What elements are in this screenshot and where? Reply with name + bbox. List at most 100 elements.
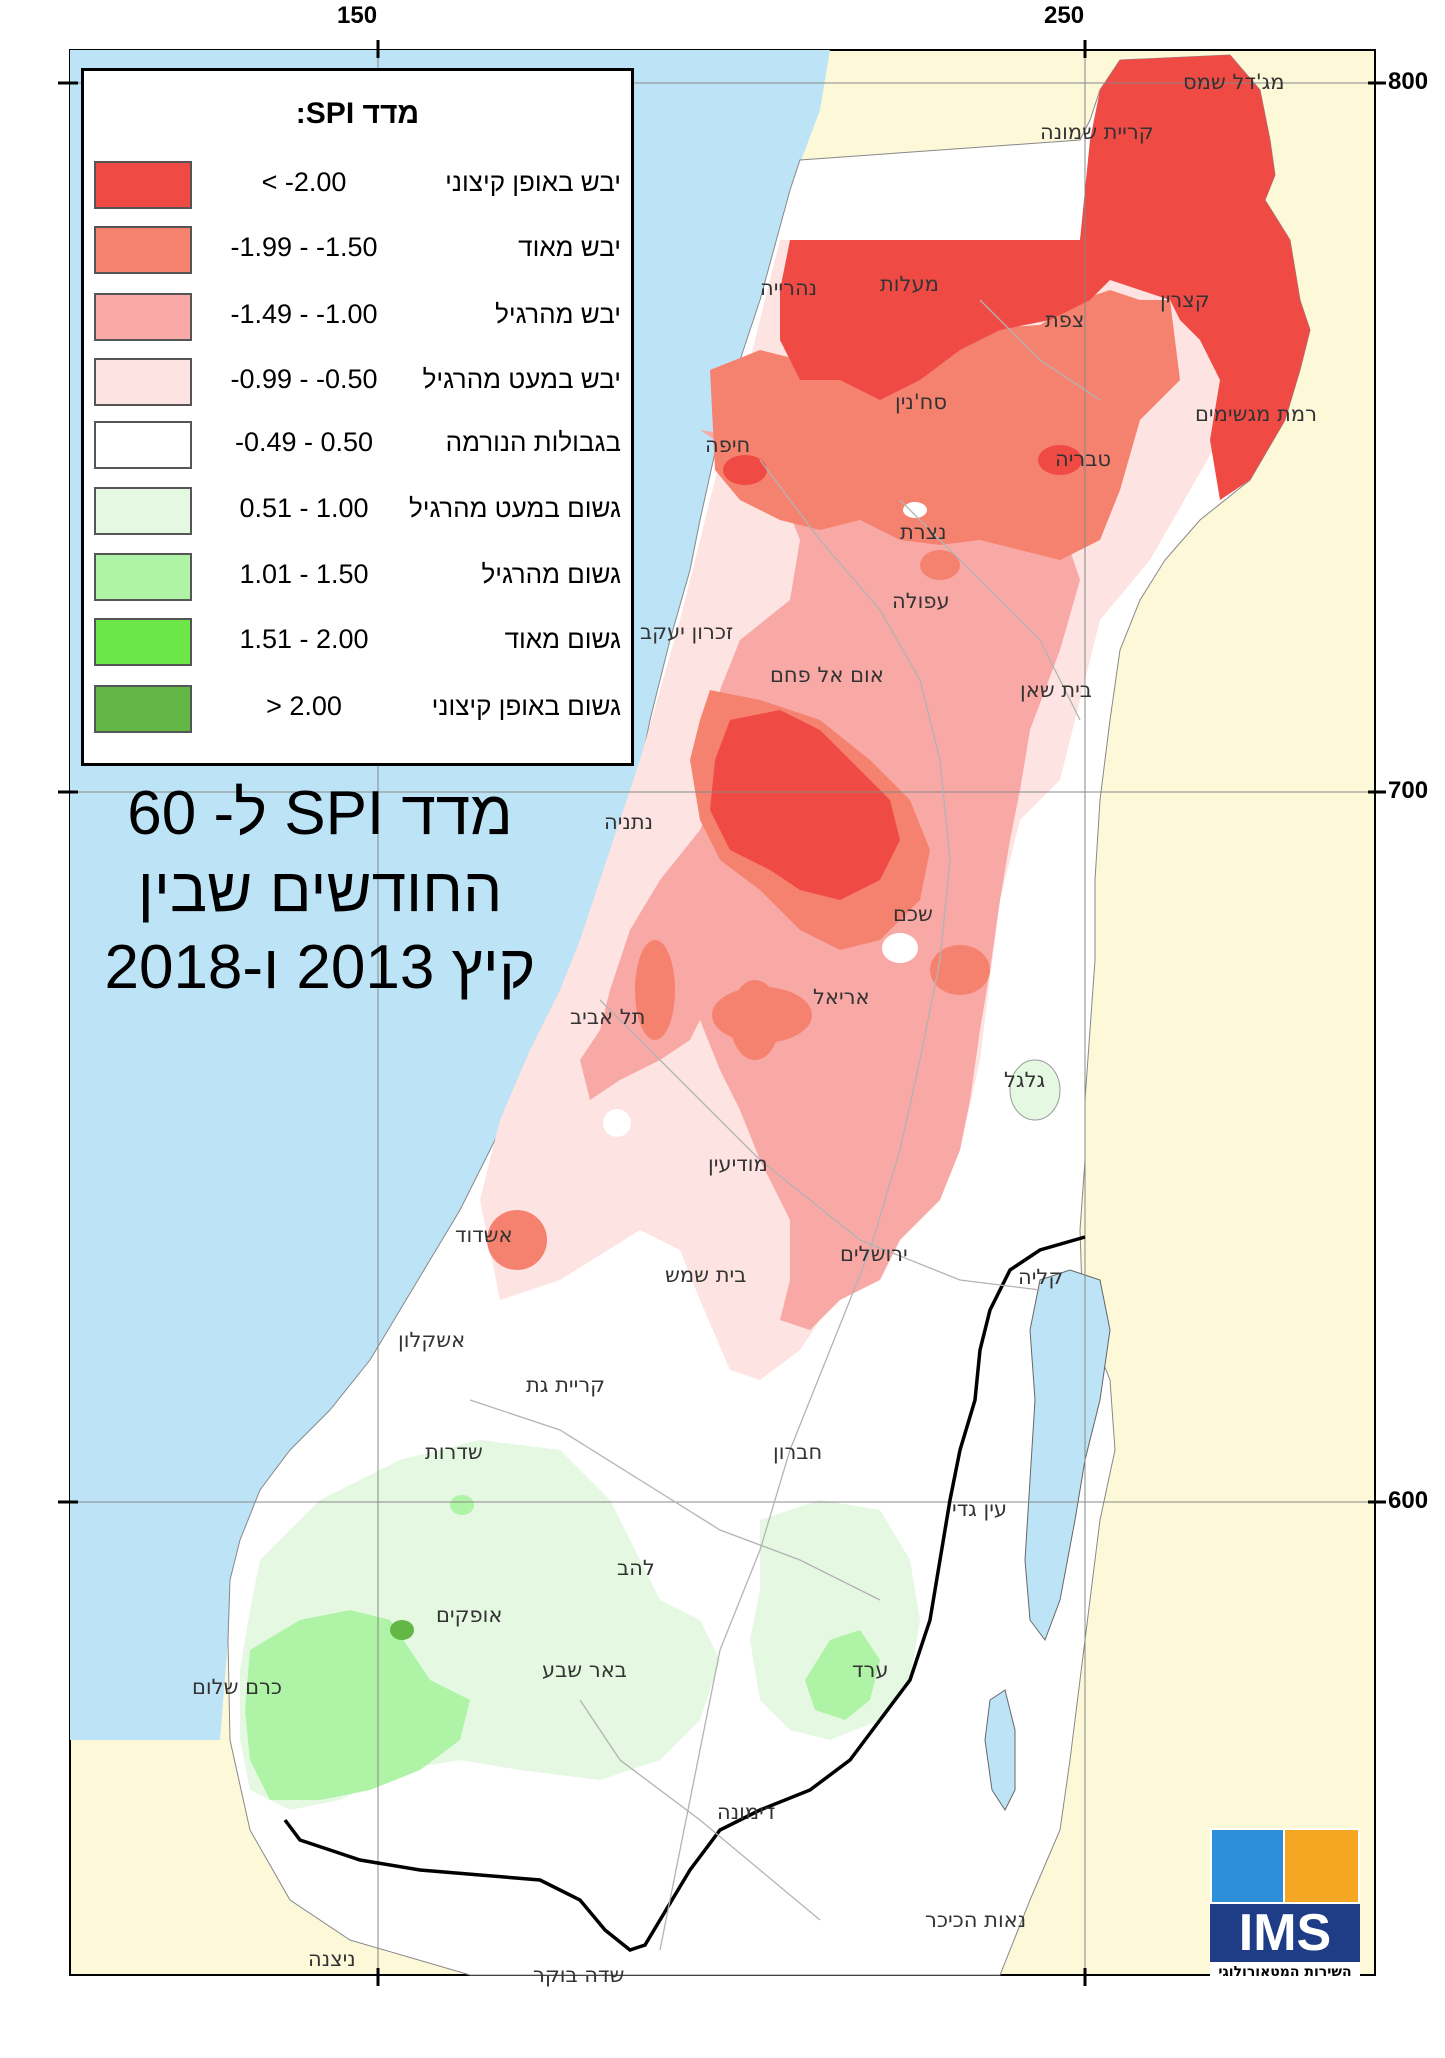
city-afula: עפולה: [892, 589, 950, 613]
legend-swatch: [94, 293, 192, 341]
dead-sea-south: [984, 1689, 1016, 1812]
city-sde-boker: שדה בוקר: [533, 1963, 625, 1987]
legend-range: < -2.00: [261, 167, 347, 197]
zone-normal-spot-3: [603, 1109, 631, 1137]
map-title-line-1: מדד SPI ל- 60: [127, 779, 513, 848]
legend-row: > 2.00 גשום באופן קיצוני: [84, 685, 631, 737]
legend-row: < -2.00 יבש באופן קיצוני: [84, 161, 631, 213]
tick-marks: [58, 40, 1386, 1986]
boundary-line: [283, 1235, 1086, 1952]
legend-label: יבש באופן קיצוני: [445, 167, 621, 197]
zone-very-dry-spot-5: [635, 940, 675, 1040]
zone-normal-spot-2: [882, 933, 918, 963]
zone-extreme-dry-center: [710, 710, 900, 900]
city-kalia: קליה: [1018, 1265, 1064, 1289]
city-ein-gedi: עין גדי: [952, 1497, 1008, 1521]
city-majdal-shams: מג'דל שמס: [1183, 70, 1285, 94]
legend-swatch: [94, 487, 192, 535]
zone-extreme-dry-spot-2: [1038, 445, 1082, 475]
ims-logo: IMS השירות המטאורולוגי: [1210, 1828, 1360, 1988]
legend-row: 0.51 - 1.00 גשום במעט מהרגיל: [84, 487, 631, 539]
ims-logo-text: IMS: [1210, 1904, 1360, 1962]
city-sderot: שדרות: [425, 1440, 483, 1464]
coord-right-800: 800: [1388, 68, 1429, 95]
zone-extreme-dry-spot-1: [723, 455, 767, 485]
legend-label: יבש מהרגיל: [495, 299, 621, 329]
legend-range: -0.99 - -0.50: [230, 364, 378, 394]
zone-very-dry-spot-6: [920, 550, 960, 580]
city-arad: ערד: [852, 1658, 889, 1682]
city-shechem: שכם: [893, 902, 933, 926]
city-umm-al-fahm: אום אל פחם: [770, 663, 884, 687]
legend-label: גשום באופן קיצוני: [431, 691, 621, 721]
zone-normal-spot: [903, 502, 927, 518]
legend-label: גשום מאוד: [504, 624, 621, 654]
city-beer-sheva: באר שבע: [542, 1658, 627, 1682]
sun-icon: [1285, 1830, 1358, 1902]
legend-swatch: [94, 226, 192, 274]
city-tel-aviv: תל אביב: [570, 1005, 646, 1029]
city-nazareth: נצרת: [900, 520, 947, 544]
legend-range: 0.51 - 1.00: [239, 493, 369, 523]
legend-swatch: [94, 161, 192, 209]
city-gilgal: גלגל: [1004, 1068, 1046, 1092]
city-ariel: אריאל: [813, 985, 870, 1009]
city-kiryat-shmona: קריית שמונה: [1040, 120, 1154, 144]
zone-wet-arad: [805, 1630, 880, 1720]
legend-range: -1.99 - -1.50: [230, 232, 378, 262]
legend-label: יבש במעט מהרגיל: [422, 364, 621, 394]
legend-label: יבש מאוד: [518, 232, 621, 262]
legend-swatch: [94, 358, 192, 406]
legend-range: > 2.00: [266, 691, 342, 721]
legend-label: גשום במעט מהרגיל: [408, 493, 621, 523]
city-ramat-magshimim: רמת מגשימים: [1195, 402, 1317, 426]
city-neot-hakikar: נאות הכיכר: [925, 1908, 1027, 1932]
legend-row: -0.49 - 0.50 בגבולות הנורמה: [84, 421, 631, 473]
legend-range: -0.49 - 0.50: [234, 427, 374, 457]
coord-top-150: 150: [337, 2, 378, 29]
legend-swatch: [94, 685, 192, 733]
city-ofakim: אופקים: [436, 1603, 503, 1627]
legend-label: בגבולות הנורמה: [445, 427, 621, 457]
legend-swatch: [94, 553, 192, 601]
zone-slightly-wet-gilgal: [1009, 1059, 1061, 1121]
zone-extreme-dry-north: [780, 55, 1310, 500]
city-ashdod: אשדוד: [455, 1223, 513, 1247]
map-title: מדד SPI ל- 60 החודשים שבין קיץ 2013 ו-20…: [60, 775, 580, 1006]
city-jerusalem: ירושלים: [840, 1242, 908, 1266]
zone-slightly-wet-arad: [750, 1500, 920, 1740]
city-haifa: חיפה: [705, 433, 751, 457]
city-netanya: נתניה: [604, 810, 654, 834]
coord-right-700: 700: [1388, 777, 1429, 804]
map-title-line-2: החודשים שבין: [137, 856, 503, 925]
city-beit-shean: בית שאן: [1020, 678, 1092, 702]
ims-logo-subtitle: השירות המטאורולוגי: [1218, 1964, 1352, 1980]
dead-sea: [1024, 1269, 1111, 1642]
legend-row: 1.01 - 1.50 גשום מהרגיל: [84, 553, 631, 605]
city-ashkelon: אשקלון: [398, 1328, 466, 1352]
legend-row: -1.49 - -1.00 יבש מהרגיל: [84, 293, 631, 345]
city-zichron: זכרון יעקב: [640, 620, 734, 644]
coord-right-600: 600: [1388, 1487, 1429, 1514]
city-beit-shemesh: בית שמש: [665, 1263, 747, 1287]
legend-range: 1.01 - 1.50: [239, 559, 369, 589]
coord-top-250: 250: [1044, 2, 1085, 29]
zone-very-dry-spot-4: [487, 1210, 547, 1270]
legend-range: -1.49 - -1.00: [230, 299, 378, 329]
legend-row: -0.99 - -0.50 יבש במעט מהרגיל: [84, 358, 631, 410]
roads: [469, 299, 1101, 1951]
city-tiberias: טבריה: [1055, 447, 1112, 471]
city-nitzana: ניצנה: [308, 1947, 356, 1971]
city-hebron: חברון: [773, 1440, 823, 1464]
city-kerem-shalom: כרם שלום: [192, 1675, 283, 1699]
city-dimona: דימונה: [717, 1800, 776, 1824]
city-lehavim: להב: [617, 1556, 655, 1580]
map-title-line-3: קיץ 2013 ו-2018: [104, 933, 536, 1002]
zone-very-dry-spot-3: [930, 945, 990, 995]
rain-cloud-icon: [1212, 1830, 1283, 1902]
zone-very-dry-spot-2: [712, 987, 812, 1043]
city-sakhnin: סח'נין: [895, 390, 947, 414]
legend-box: מדד SPI: < -2.00 יבש באופן קיצוני -1.99 - …: [81, 68, 634, 766]
legend-swatch: [94, 618, 192, 666]
city-kiryat-gat: קריית גת: [526, 1373, 606, 1397]
